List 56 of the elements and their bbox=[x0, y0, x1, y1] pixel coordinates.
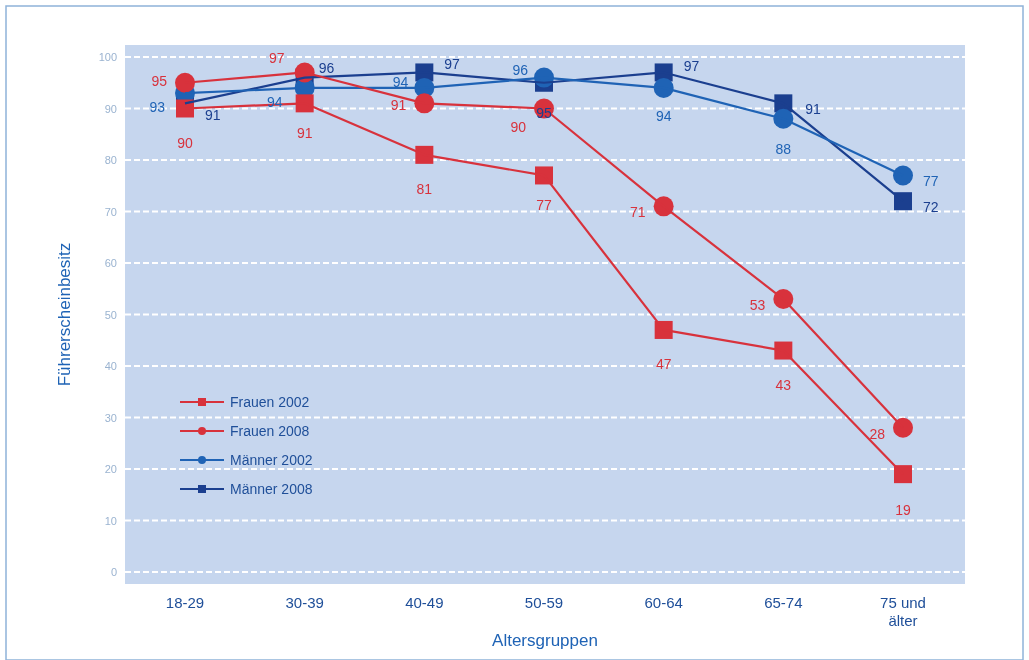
x-tick-label: 30-39 bbox=[285, 594, 324, 611]
data-label: 19 bbox=[895, 502, 911, 519]
point bbox=[175, 72, 195, 93]
y-tick-label: 10 bbox=[104, 514, 117, 527]
data-label: 97 bbox=[269, 50, 285, 67]
legend-label: Männer 2002 bbox=[230, 452, 313, 468]
y-tick-label: 80 bbox=[104, 154, 117, 166]
data-label: 91 bbox=[805, 101, 822, 118]
y-tick-label: 60 bbox=[104, 257, 117, 269]
y-tick-label: 100 bbox=[98, 51, 117, 63]
point bbox=[894, 465, 912, 484]
data-label: 71 bbox=[630, 204, 646, 221]
data-label: 81 bbox=[416, 180, 433, 197]
data-label: 28 bbox=[869, 425, 886, 442]
y-tick-label: 0 bbox=[110, 566, 117, 578]
legend-label: Frauen 2002 bbox=[230, 394, 310, 410]
data-label: 94 bbox=[655, 107, 672, 124]
legend-label: Frauen 2008 bbox=[230, 423, 310, 439]
data-label: 43 bbox=[775, 376, 792, 393]
point bbox=[893, 165, 913, 186]
point bbox=[893, 417, 913, 438]
data-label: 96 bbox=[512, 61, 529, 78]
y-tick-label: 20 bbox=[104, 463, 117, 475]
data-label: 95 bbox=[151, 72, 168, 89]
data-label: 88 bbox=[775, 140, 792, 157]
data-label: 94 bbox=[392, 73, 409, 90]
y-tick-label: 40 bbox=[104, 360, 117, 372]
data-label: 72 bbox=[923, 199, 939, 216]
y-axis-title: Führerscheinbesitz bbox=[55, 242, 74, 387]
data-label: 47 bbox=[655, 355, 672, 372]
x-tick-label: 18-29 bbox=[165, 594, 205, 611]
data-label: 90 bbox=[177, 134, 193, 151]
data-label: 91 bbox=[390, 97, 407, 114]
x-axis-title: Altersgruppen bbox=[492, 631, 598, 650]
x-tick-label: 50-59 bbox=[524, 594, 564, 611]
x-tick-label: 60-64 bbox=[644, 594, 683, 611]
y-tick-label: 30 bbox=[104, 411, 117, 424]
data-label: 97 bbox=[444, 56, 461, 73]
data-label: 97 bbox=[683, 58, 700, 75]
data-label: 91 bbox=[205, 107, 221, 124]
data-label: 77 bbox=[923, 173, 939, 190]
y-tick-label: 70 bbox=[104, 205, 117, 218]
data-label: 95 bbox=[536, 104, 552, 121]
x-tick-label: 65-74 bbox=[764, 594, 803, 611]
data-label: 93 bbox=[149, 99, 166, 116]
point bbox=[894, 192, 912, 211]
x-tick-label: 75 und älter bbox=[880, 594, 926, 629]
data-label: 90 bbox=[510, 118, 527, 135]
data-label: 91 bbox=[296, 125, 313, 142]
data-label: 53 bbox=[749, 297, 766, 314]
y-tick-label: 50 bbox=[104, 308, 117, 321]
data-label: 77 bbox=[536, 197, 552, 214]
y-tick-label: 90 bbox=[104, 102, 117, 115]
data-label: 96 bbox=[318, 59, 335, 76]
x-tick-label: 40-49 bbox=[405, 594, 444, 611]
legend-label: Männer 2008 bbox=[230, 481, 313, 497]
